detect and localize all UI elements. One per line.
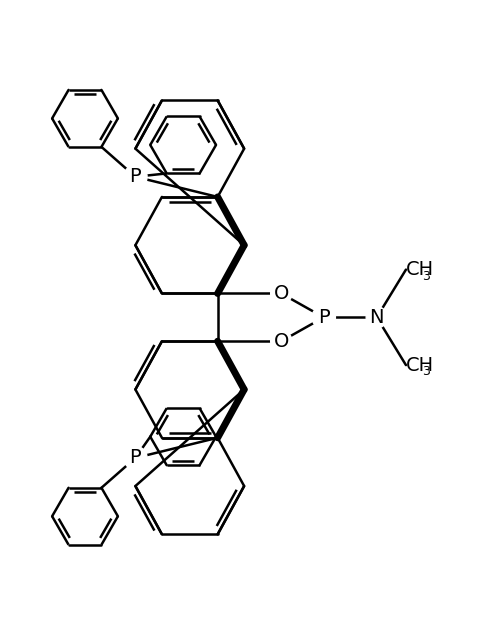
Circle shape xyxy=(124,165,147,188)
Circle shape xyxy=(270,283,292,304)
Text: 3: 3 xyxy=(422,270,430,283)
Text: CH: CH xyxy=(406,356,434,374)
Text: O: O xyxy=(273,332,289,351)
Text: P: P xyxy=(318,308,329,327)
Circle shape xyxy=(124,446,147,470)
Circle shape xyxy=(270,331,292,352)
Text: CH: CH xyxy=(406,260,434,279)
Circle shape xyxy=(366,307,387,328)
Text: O: O xyxy=(273,284,289,303)
Text: P: P xyxy=(129,167,141,186)
Text: 3: 3 xyxy=(422,365,430,378)
Text: N: N xyxy=(369,308,384,327)
Circle shape xyxy=(312,306,335,329)
Text: P: P xyxy=(129,449,141,467)
